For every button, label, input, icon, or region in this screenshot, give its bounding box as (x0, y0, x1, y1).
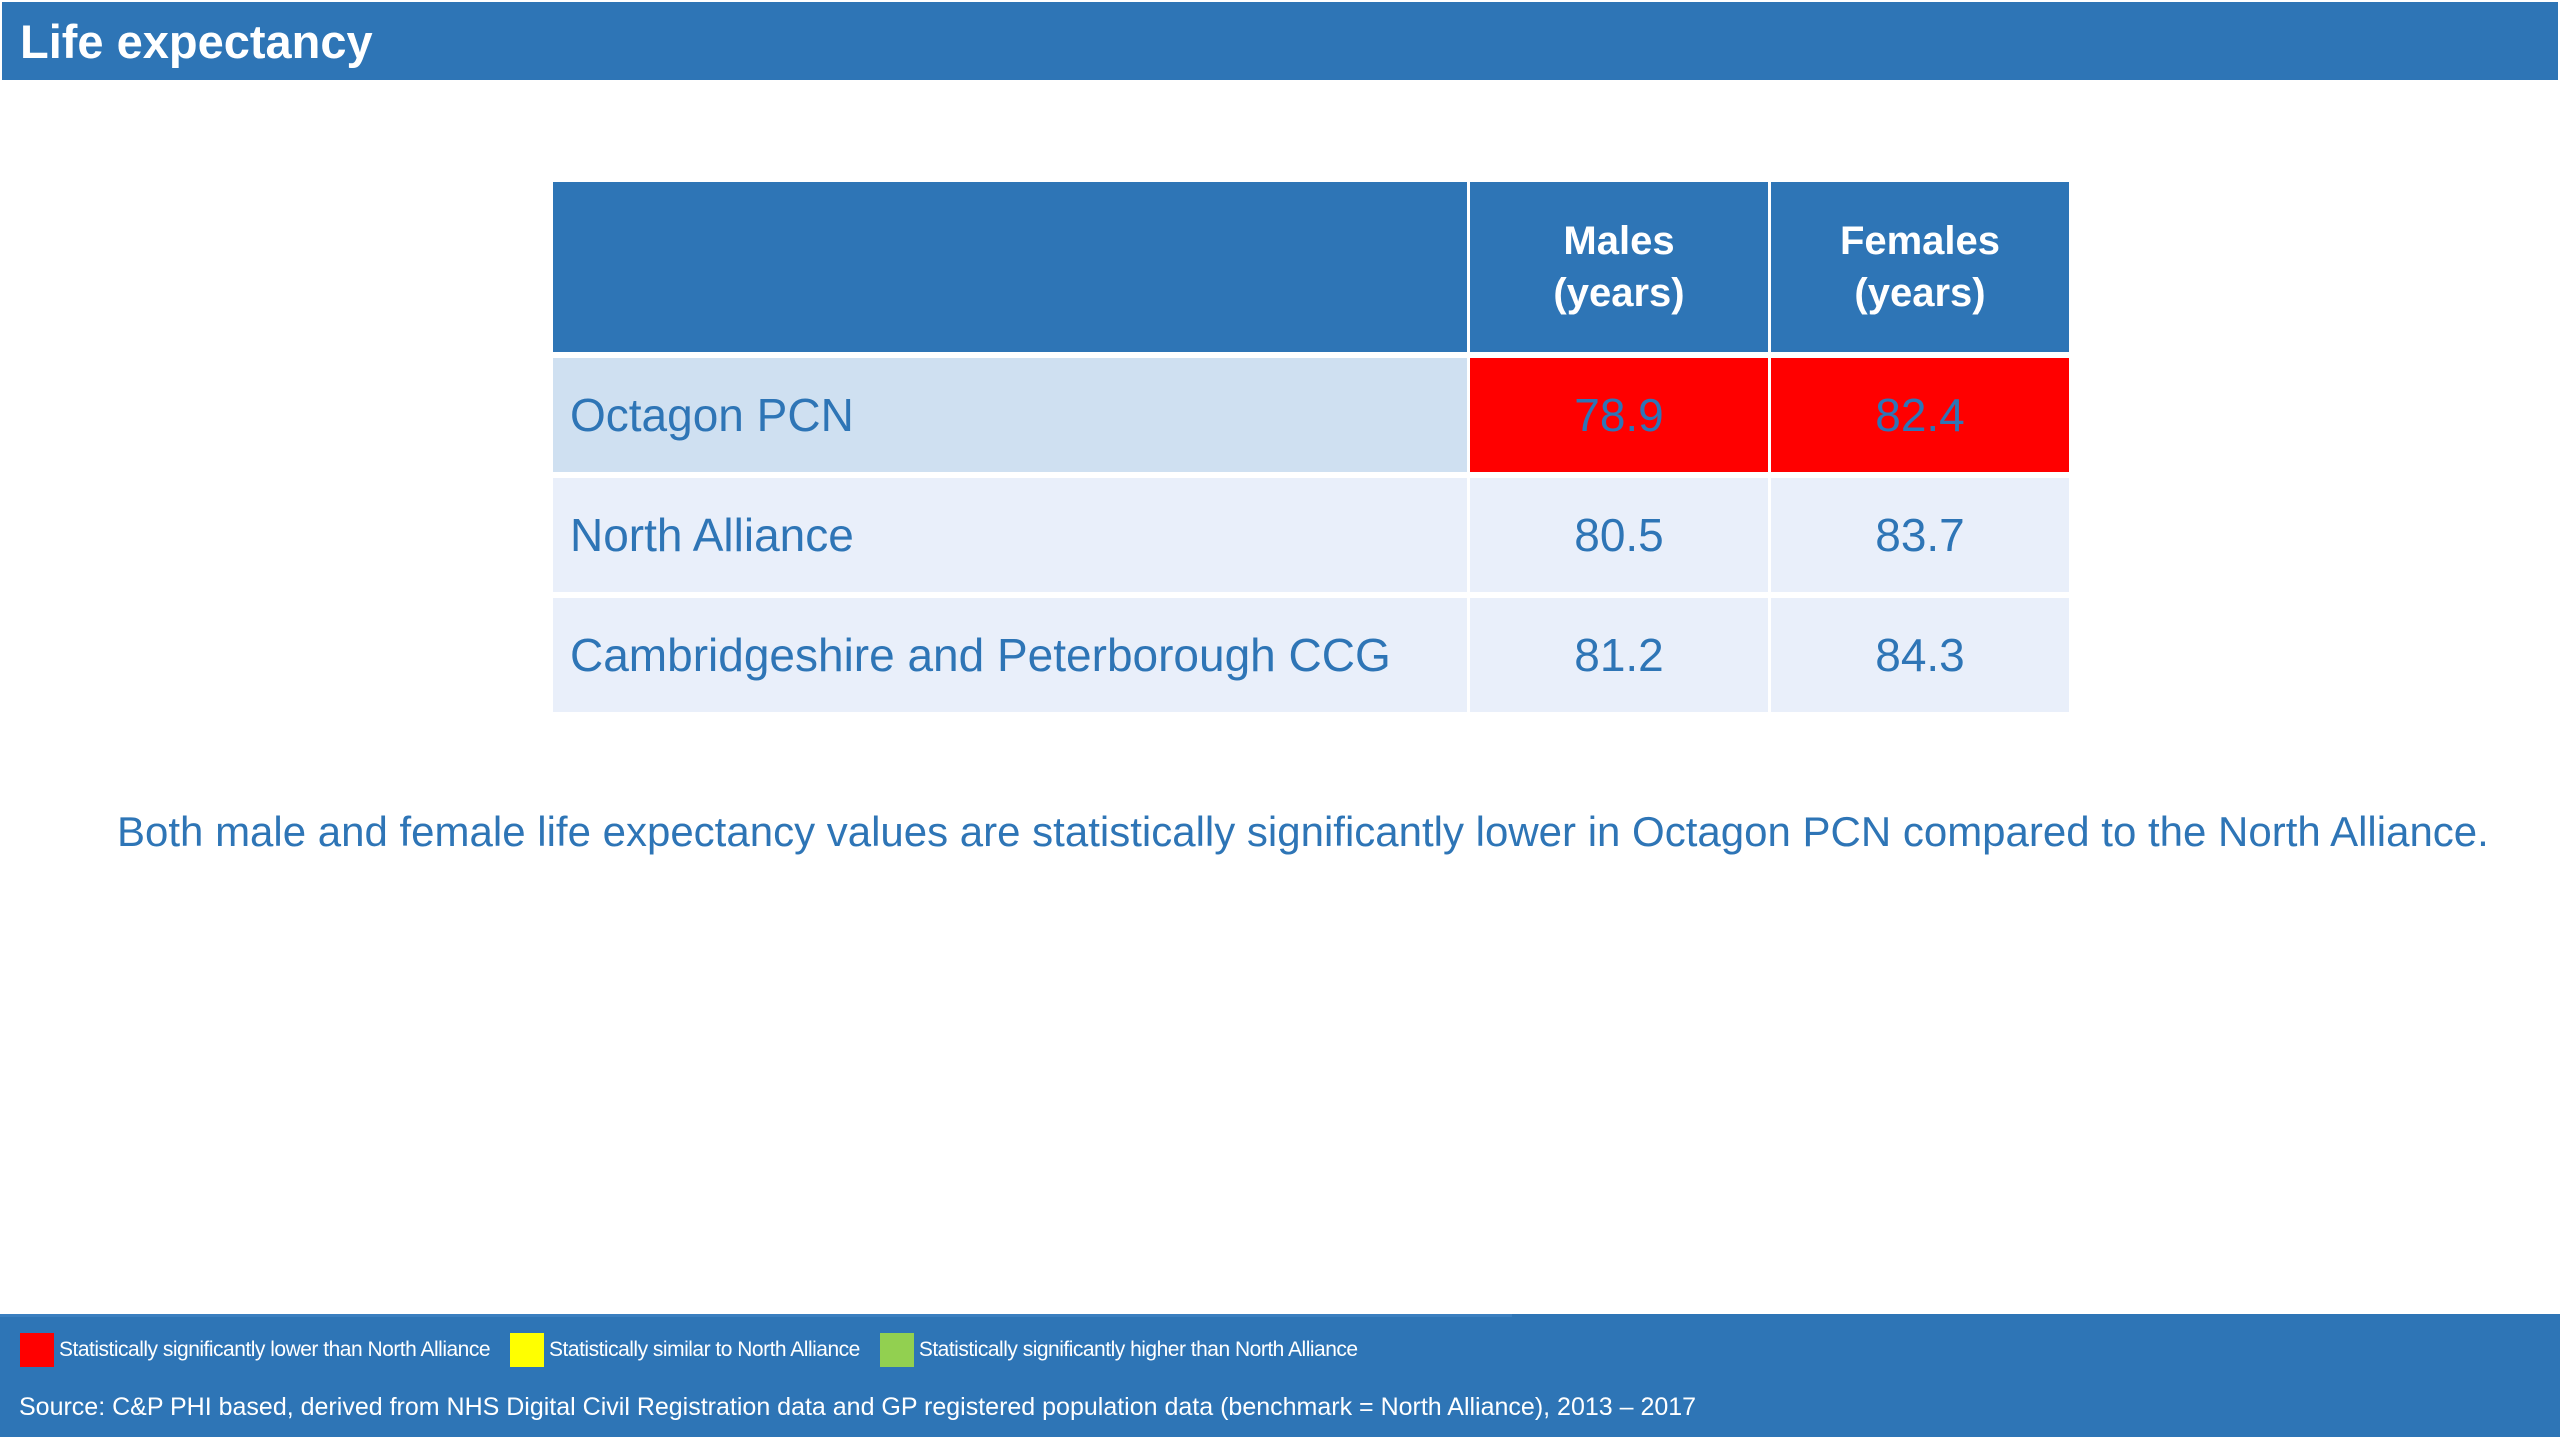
table-row-cp-ccg: Cambridgeshire and Peterborough CCG 81.2… (553, 598, 2069, 712)
legend-swatch-red (20, 1333, 54, 1367)
legend-label: Statistically significantly higher than … (918, 1338, 1358, 1361)
legend-label: Statistically significantly lower than N… (59, 1338, 491, 1361)
females-value-cell: 82.4 (1771, 358, 2069, 478)
row-area-name: North Alliance (553, 478, 1467, 598)
header-males-unit: (years) (1553, 271, 1685, 315)
legend: Statistically significantly lower than N… (20, 1332, 1378, 1368)
summary-text: Both male and female life expectancy val… (117, 808, 2489, 855)
life-expectancy-table: Males (years) Females (years) Octagon PC… (550, 182, 2072, 712)
legend-item-similar: Statistically similar to North Alliance (510, 1333, 860, 1367)
header-males-label: Males (1563, 219, 1675, 263)
table-row-octagon-pcn: Octagon PCN 78.9 82.4 (553, 358, 2069, 478)
legend-item-higher: Statistically significantly higher than … (879, 1333, 1358, 1367)
females-value-cell: 84.3 (1771, 598, 2069, 712)
row-area-name: Cambridgeshire and Peterborough CCG (553, 598, 1467, 712)
legend-swatch-green (879, 1333, 914, 1367)
page-title: Life expectancy (20, 14, 373, 68)
header-blank-cell (553, 182, 1467, 358)
header-males: Males (years) (1470, 182, 1768, 358)
males-value-cell: 80.5 (1470, 478, 1768, 598)
title-bar: Life expectancy (2, 2, 2558, 80)
row-area-name: Octagon PCN (553, 358, 1467, 478)
table-row-north-alliance: North Alliance 80.5 83.7 (553, 478, 2069, 598)
source-note: Source: C&P PHI based, derived from NHS … (19, 1393, 1697, 1421)
legend-divider (0, 1314, 1512, 1317)
legend-label: Statistically similar to North Alliance (549, 1338, 860, 1361)
header-females: Females (years) (1771, 182, 2069, 358)
table-header-row: Males (years) Females (years) (553, 182, 2069, 358)
footer-bar: Statistically significantly lower than N… (0, 1314, 2560, 1437)
header-females-label: Females (1839, 219, 2001, 263)
legend-swatch-yellow (510, 1333, 545, 1367)
header-females-unit: (years) (1854, 271, 1986, 315)
legend-item-lower: Statistically significantly lower than N… (20, 1333, 491, 1367)
females-value-cell: 83.7 (1771, 478, 2069, 598)
males-value-cell: 81.2 (1470, 598, 1768, 712)
males-value-cell: 78.9 (1470, 358, 1768, 478)
